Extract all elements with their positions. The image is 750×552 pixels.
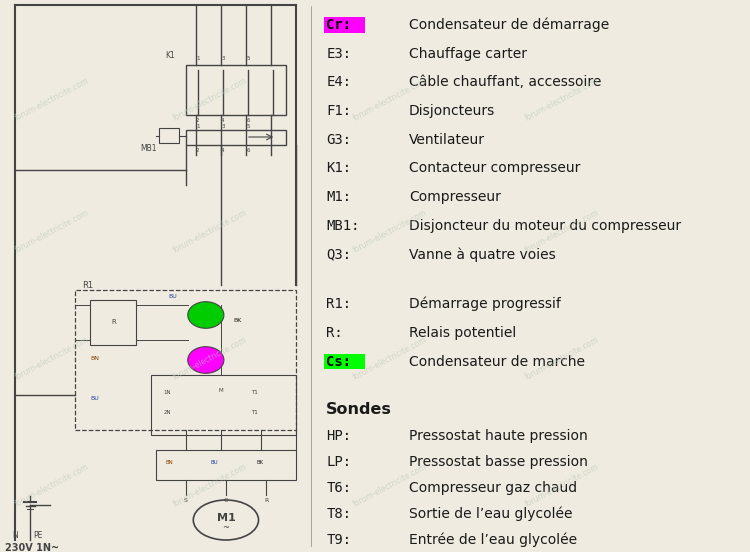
Bar xyxy=(75,290,296,430)
Text: Condensateur de démarrage: Condensateur de démarrage xyxy=(409,18,609,32)
Text: Entrée de l’eau glycolée: Entrée de l’eau glycolée xyxy=(409,533,577,547)
Text: Cr:: Cr: xyxy=(326,18,351,32)
Circle shape xyxy=(188,302,224,328)
Text: forum-electricite.com: forum-electricite.com xyxy=(172,209,248,255)
Text: Câble chauffant, accessoire: Câble chauffant, accessoire xyxy=(409,75,602,89)
Text: 5: 5 xyxy=(246,125,250,130)
Text: 6: 6 xyxy=(246,118,250,123)
Text: T9:: T9: xyxy=(326,533,351,547)
Text: Chauffage carter: Chauffage carter xyxy=(409,46,526,61)
Text: Démarrage progressif: Démarrage progressif xyxy=(409,297,560,311)
Text: 2N: 2N xyxy=(164,410,171,415)
Text: Pressostat basse pression: Pressostat basse pression xyxy=(409,455,588,469)
Text: N: N xyxy=(12,530,18,539)
Text: 2: 2 xyxy=(196,118,200,123)
Text: 2: 2 xyxy=(196,147,200,152)
Text: T1: T1 xyxy=(251,390,258,395)
Text: 3: 3 xyxy=(221,125,225,130)
Bar xyxy=(186,130,286,145)
Text: BU: BU xyxy=(90,395,99,401)
Text: forum-electricite.com: forum-electricite.com xyxy=(172,463,248,509)
Text: 1: 1 xyxy=(196,125,200,130)
Text: S: S xyxy=(184,497,188,502)
Text: Contacteur compresseur: Contacteur compresseur xyxy=(409,161,580,176)
Text: Compresseur gaz chaud: Compresseur gaz chaud xyxy=(409,481,577,495)
Text: 4: 4 xyxy=(221,118,225,123)
Text: forum-electricite.com: forum-electricite.com xyxy=(14,463,91,509)
Circle shape xyxy=(188,347,224,373)
Text: forum-electricite.com: forum-electricite.com xyxy=(352,76,428,123)
Text: G3:: G3: xyxy=(326,132,351,147)
Text: forum-electricite.com: forum-electricite.com xyxy=(14,336,91,382)
Text: 1: 1 xyxy=(196,56,200,61)
Text: Pressostat haute pression: Pressostat haute pression xyxy=(409,429,587,443)
Text: M: M xyxy=(218,388,223,392)
Text: R1: R1 xyxy=(82,280,94,289)
Text: K1:: K1: xyxy=(326,161,351,176)
Text: R1:: R1: xyxy=(326,297,351,311)
Bar xyxy=(159,128,178,143)
Text: forum-electricite.com: forum-electricite.com xyxy=(352,336,428,382)
Text: Disjoncteurs: Disjoncteurs xyxy=(409,104,495,118)
Bar xyxy=(90,300,136,345)
Text: MB1: MB1 xyxy=(140,144,157,152)
Text: forum-electricite.com: forum-electricite.com xyxy=(524,463,601,509)
Text: 6: 6 xyxy=(246,147,250,152)
Text: C: C xyxy=(224,497,228,502)
Text: forum-electricite.com: forum-electricite.com xyxy=(14,209,91,255)
Text: forum-electricite.com: forum-electricite.com xyxy=(352,209,428,255)
Text: 4: 4 xyxy=(221,147,225,152)
Text: T8:: T8: xyxy=(326,507,351,521)
Text: M1:: M1: xyxy=(326,190,351,204)
Text: BU: BU xyxy=(211,459,218,464)
Text: F1:: F1: xyxy=(326,104,351,118)
Text: forum-electricite.com: forum-electricite.com xyxy=(172,336,248,382)
Text: 5: 5 xyxy=(246,56,250,61)
Text: R:: R: xyxy=(326,326,343,340)
Text: forum-electricite.com: forum-electricite.com xyxy=(14,76,91,123)
Text: forum-electricite.com: forum-electricite.com xyxy=(524,336,601,382)
Text: 230V 1N~: 230V 1N~ xyxy=(5,543,59,552)
Bar xyxy=(324,17,365,33)
Text: LP:: LP: xyxy=(326,455,351,469)
Text: Sondes: Sondes xyxy=(326,402,392,417)
Text: 3: 3 xyxy=(221,56,225,61)
Text: Compresseur: Compresseur xyxy=(409,190,501,204)
Text: HP:: HP: xyxy=(326,429,351,443)
Text: MB1:: MB1: xyxy=(326,219,360,233)
Bar xyxy=(186,65,286,115)
Text: Condensateur de marche: Condensateur de marche xyxy=(409,354,585,369)
Text: Ventilateur: Ventilateur xyxy=(409,132,485,147)
Text: BK: BK xyxy=(256,459,263,464)
Text: K1: K1 xyxy=(166,50,176,60)
Text: forum-electricite.com: forum-electricite.com xyxy=(524,209,601,255)
Text: forum-electricite.com: forum-electricite.com xyxy=(524,76,601,123)
Bar xyxy=(156,450,296,480)
Text: BN: BN xyxy=(90,355,99,360)
Text: forum-electricite.com: forum-electricite.com xyxy=(352,463,428,509)
Text: Cs:: Cs: xyxy=(326,354,351,369)
Text: BU: BU xyxy=(169,295,178,300)
Text: T1: T1 xyxy=(251,410,258,415)
Text: E3:: E3: xyxy=(326,46,351,61)
Text: forum-electricite.com: forum-electricite.com xyxy=(172,76,248,123)
Text: BN: BN xyxy=(166,459,173,464)
Bar xyxy=(151,375,296,435)
Text: Vanne à quatre voies: Vanne à quatre voies xyxy=(409,247,556,262)
Text: Disjoncteur du moteur du compresseur: Disjoncteur du moteur du compresseur xyxy=(409,219,681,233)
Text: E4:: E4: xyxy=(326,75,351,89)
Text: R: R xyxy=(264,497,268,502)
Text: T6:: T6: xyxy=(326,481,351,495)
Text: 1N: 1N xyxy=(164,390,171,395)
Text: R: R xyxy=(111,319,116,325)
Text: Relais potentiel: Relais potentiel xyxy=(409,326,516,340)
Text: ~: ~ xyxy=(223,523,230,533)
Text: PE: PE xyxy=(33,530,43,539)
Text: Q3:: Q3: xyxy=(326,247,351,262)
Text: Sortie de l’eau glycolée: Sortie de l’eau glycolée xyxy=(409,507,572,521)
Bar xyxy=(324,354,365,369)
Text: BK: BK xyxy=(233,317,242,322)
Text: M1: M1 xyxy=(217,513,236,523)
